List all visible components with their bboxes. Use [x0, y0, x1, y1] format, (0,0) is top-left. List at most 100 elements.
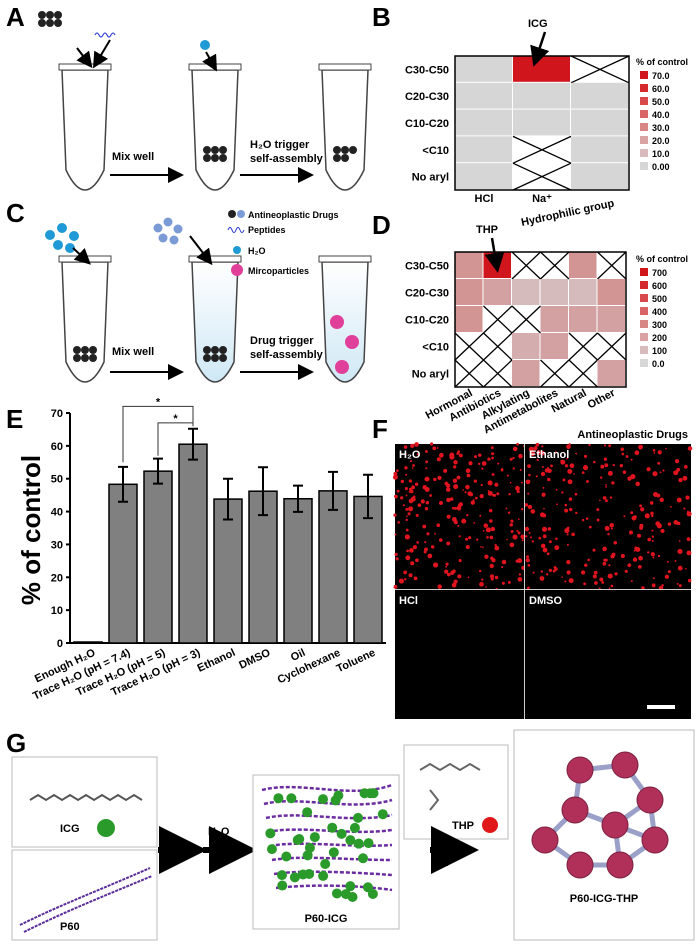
fluorescent-dot: [631, 515, 637, 521]
fluorescent-dot: [512, 446, 518, 452]
significance-bracket: [157, 422, 194, 456]
icg-sphere: [336, 828, 347, 839]
heatmap-cell: [569, 279, 597, 305]
significance-bracket: [122, 405, 194, 463]
fluorescent-dot: [527, 464, 531, 468]
fluorescent-dot: [526, 555, 530, 559]
fluorescent-dot: [611, 481, 615, 485]
fluorescent-dot: [653, 492, 658, 497]
peptide-helix: [269, 842, 393, 848]
fluorescent-dot: [453, 569, 456, 572]
fluorescent-dot: [621, 555, 624, 559]
fluorescent-dot: [666, 560, 669, 563]
fluorescent-dot: [603, 444, 607, 447]
fluorescent-dot: [456, 475, 461, 480]
fluorescent-dot: [427, 553, 433, 559]
fluorescent-dot: [453, 579, 458, 584]
fluorescent-dot: [430, 442, 434, 446]
fluorescent-dot: [530, 509, 536, 514]
legend-peptides: Peptides: [248, 225, 286, 235]
heatmap-cell: [540, 279, 568, 305]
fluorescent-dot: [482, 529, 485, 532]
quadrant-label: H₂O: [399, 449, 421, 461]
y-axis-label: % of control: [16, 455, 46, 605]
fluorescent-dot: [593, 460, 596, 464]
fluorescent-dot: [528, 446, 534, 452]
fluorescent-dot: [687, 578, 692, 583]
fluorescent-dot: [494, 575, 499, 580]
fluorescent-dot: [457, 574, 462, 579]
fluorescent-dot: [392, 474, 398, 480]
fluorescent-dot: [613, 540, 618, 545]
row-label: No aryl: [412, 369, 449, 381]
fluorescent-dot: [678, 540, 681, 542]
fluorescent-dot: [599, 499, 601, 502]
fluorescent-dot: [473, 521, 476, 524]
fluorescent-dot: [505, 507, 508, 510]
fluorescent-dot: [599, 476, 603, 479]
arrow: [202, 51, 217, 72]
microscopy-image: [395, 590, 524, 719]
heatmap-cell: [513, 56, 570, 82]
h2o-drop: [57, 223, 67, 233]
fluorescent-dot: [535, 475, 538, 478]
fluorescent-dot: [602, 546, 607, 552]
legend-title: % of control: [636, 254, 688, 264]
fluorescent-dot: [489, 519, 493, 523]
fluorescent-dot: [561, 491, 564, 494]
fluorescent-dot: [501, 566, 504, 569]
drug-particle: [54, 11, 62, 19]
fluorescent-dot: [403, 570, 407, 575]
fluorescent-dot: [520, 481, 523, 484]
fluorescent-dot: [500, 468, 504, 472]
fluorescent-dot: [652, 584, 656, 588]
fluorescent-dot: [445, 562, 449, 566]
fluorescent-dot: [393, 471, 398, 476]
heatmap-cell: [455, 56, 512, 82]
fluorescent-dot: [528, 473, 531, 477]
fluorescent-dot: [413, 576, 418, 581]
fluorescent-dot: [614, 572, 618, 576]
fluorescent-dot: [630, 458, 633, 461]
heatmap-cell: [597, 279, 625, 305]
legend-label: 400: [652, 307, 667, 317]
fluorescent-dot: [639, 504, 643, 508]
fluorescent-dot: [554, 567, 558, 571]
fluorescent-dot: [542, 547, 548, 553]
fluorescent-dot: [510, 529, 514, 533]
fluorescent-dot: [647, 537, 652, 542]
fluorescent-dot: [494, 544, 497, 547]
fluorescent-dot: [404, 578, 407, 581]
icg-sphere: [353, 812, 364, 823]
fluorescent-dot: [677, 548, 683, 555]
step-ii: II: [217, 858, 222, 868]
fluorescent-dot: [465, 537, 469, 541]
fluorescent-dot: [605, 499, 608, 503]
drug-particle: [169, 235, 179, 245]
fluorescent-dot: [588, 525, 592, 529]
fluorescent-dot: [519, 468, 522, 471]
bar: [318, 490, 348, 644]
fluorescent-dot: [424, 547, 428, 552]
fluorescent-dot: [607, 470, 613, 476]
drug-particle: [203, 154, 211, 162]
fluorescent-dot: [585, 480, 589, 483]
heatmap-cell: [571, 82, 628, 109]
error-bar: [223, 477, 233, 521]
fluorescent-dot: [683, 507, 686, 510]
drug-particle: [38, 19, 46, 27]
fluorescent-dot: [567, 479, 573, 485]
fluorescent-dot: [512, 534, 518, 540]
fluorescent-dot: [583, 582, 587, 586]
fluorescent-dot: [429, 494, 432, 497]
fluorescent-dot: [488, 508, 493, 513]
fluorescent-dot: [474, 496, 478, 500]
cage-particle: [606, 851, 634, 879]
fluorescent-dot: [545, 573, 549, 576]
fluorescent-dot: [480, 483, 483, 487]
fluorescent-dot: [465, 545, 470, 550]
fluorescent-dot: [682, 475, 688, 481]
fluorescent-dot: [465, 468, 471, 474]
fluorescent-dot: [634, 546, 638, 550]
fluorescent-dot: [600, 464, 605, 469]
